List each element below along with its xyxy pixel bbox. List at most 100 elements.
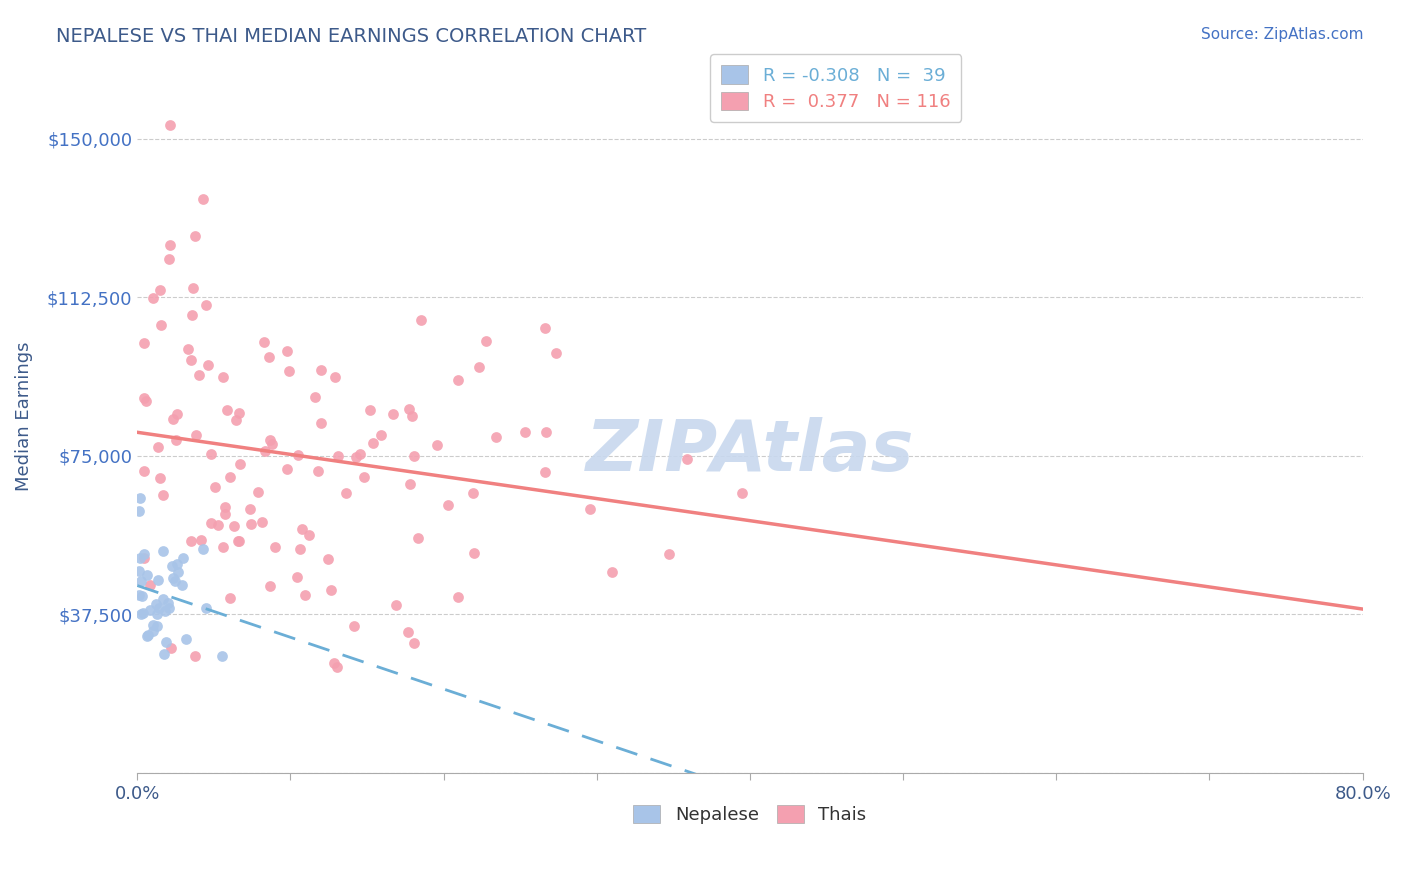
- Point: [187, 368, 209, 383]
- Point: [134, 335, 156, 350]
- Point: [191, 192, 214, 206]
- Point: [290, 542, 312, 557]
- Point: [323, 369, 346, 384]
- Point: [259, 579, 281, 593]
- Point: [139, 578, 162, 592]
- Point: [128, 565, 150, 579]
- Point: [276, 343, 298, 358]
- Point: [142, 618, 165, 632]
- Point: [184, 648, 207, 663]
- Point: [370, 428, 392, 442]
- Point: [152, 488, 174, 502]
- Point: [131, 574, 153, 588]
- Point: [323, 656, 346, 670]
- Point: [204, 480, 226, 494]
- Point: [382, 407, 405, 421]
- Point: [730, 486, 752, 500]
- Point: [359, 403, 381, 417]
- Point: [349, 447, 371, 461]
- Point: [162, 411, 184, 425]
- Point: [426, 438, 449, 452]
- Point: [148, 440, 170, 454]
- Point: [402, 450, 425, 464]
- Point: [159, 641, 181, 656]
- Text: Source: ZipAtlas.com: Source: ZipAtlas.com: [1201, 27, 1364, 42]
- Point: [475, 334, 498, 349]
- Point: [157, 596, 180, 610]
- Point: [404, 636, 426, 650]
- Point: [172, 578, 194, 592]
- Point: [398, 402, 420, 417]
- Point: [153, 604, 176, 618]
- Point: [228, 534, 250, 549]
- Point: [309, 417, 332, 431]
- Point: [319, 582, 342, 597]
- Point: [676, 451, 699, 466]
- Point: [167, 565, 190, 579]
- Point: [212, 540, 235, 554]
- Point: [513, 425, 536, 439]
- Point: [285, 570, 308, 584]
- Point: [447, 373, 470, 387]
- Point: [239, 517, 262, 532]
- Point: [136, 568, 159, 582]
- Point: [131, 589, 153, 603]
- Point: [142, 291, 165, 305]
- Point: [152, 648, 174, 662]
- Point: [146, 607, 169, 621]
- Point: [211, 648, 233, 663]
- Point: [181, 308, 204, 322]
- Point: [253, 335, 276, 350]
- Point: [396, 624, 419, 639]
- Point: [128, 551, 150, 566]
- Point: [180, 352, 202, 367]
- Point: [298, 528, 321, 542]
- Point: [600, 565, 623, 579]
- Point: [148, 601, 170, 615]
- Point: [136, 628, 159, 642]
- Legend: Nepalese, Thais: Nepalese, Thais: [623, 794, 877, 835]
- Point: [287, 448, 309, 462]
- Point: [150, 318, 173, 332]
- Point: [294, 588, 316, 602]
- Point: [214, 500, 236, 514]
- Point: [146, 619, 169, 633]
- Point: [385, 598, 408, 612]
- Point: [254, 443, 277, 458]
- Point: [463, 546, 485, 560]
- Point: [180, 533, 202, 548]
- Point: [277, 364, 299, 378]
- Point: [174, 632, 197, 646]
- Point: [159, 238, 181, 252]
- Point: [447, 590, 470, 604]
- Point: [578, 501, 600, 516]
- Point: [193, 541, 215, 556]
- Point: [165, 434, 187, 448]
- Point: [226, 533, 249, 548]
- Point: [264, 540, 287, 554]
- Point: [461, 485, 484, 500]
- Point: [437, 498, 460, 512]
- Point: [149, 471, 172, 485]
- Point: [326, 449, 349, 463]
- Point: [399, 476, 422, 491]
- Point: [468, 359, 491, 374]
- Point: [207, 518, 229, 533]
- Point: [260, 437, 283, 451]
- Point: [166, 407, 188, 421]
- Point: [228, 406, 250, 420]
- Point: [190, 533, 212, 548]
- Point: [155, 635, 177, 649]
- Point: [218, 470, 240, 484]
- Point: [139, 603, 162, 617]
- Point: [160, 558, 183, 573]
- Point: [218, 591, 240, 605]
- Point: [276, 462, 298, 476]
- Point: [145, 597, 167, 611]
- Point: [534, 321, 557, 335]
- Point: [134, 547, 156, 561]
- Point: [172, 551, 194, 566]
- Text: NEPALESE VS THAI MEDIAN EARNINGS CORRELATION CHART: NEPALESE VS THAI MEDIAN EARNINGS CORRELA…: [56, 27, 647, 45]
- Point: [159, 118, 181, 132]
- Point: [309, 363, 332, 377]
